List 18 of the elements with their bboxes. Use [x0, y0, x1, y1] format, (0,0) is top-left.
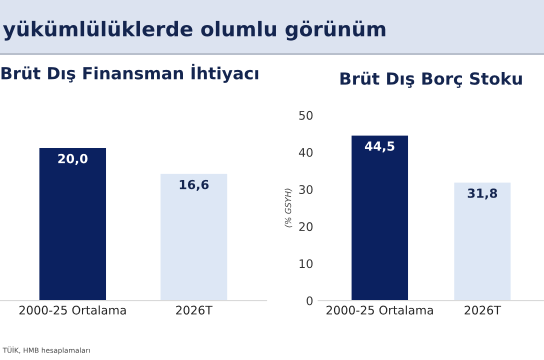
y-tick-label: 40 — [298, 148, 313, 157]
data-label: 20,0 — [58, 154, 88, 165]
y-tick-label: 0 — [306, 296, 313, 306]
chart-title: Brüt Dış Finansman İhtiyacı — [2, 64, 258, 83]
x-tick-label: 2026T — [464, 306, 502, 315]
y-tick-label: 20 — [299, 222, 313, 232]
y-tick-label: 10 — [300, 259, 313, 268]
data-label: 31,8 — [468, 188, 498, 200]
chart-title: Brüt Dış Borç Stoku — [340, 72, 522, 88]
x-tick-label: 2000-25 Ortalama — [326, 305, 433, 315]
x-tick-label: 2000-25 Ortalama — [19, 305, 126, 315]
x-tick-label: 2026T — [176, 306, 213, 315]
data-label: 44,5 — [364, 142, 394, 152]
y-tick-label: 50 — [299, 110, 313, 120]
text: yükümlülüklerde olumlu görünüm — [2, 20, 386, 41]
data-label: 16,6 — [180, 180, 209, 191]
y-axis-title: (% GSYH) — [284, 188, 292, 228]
y-tick-label: 30 — [299, 185, 313, 194]
